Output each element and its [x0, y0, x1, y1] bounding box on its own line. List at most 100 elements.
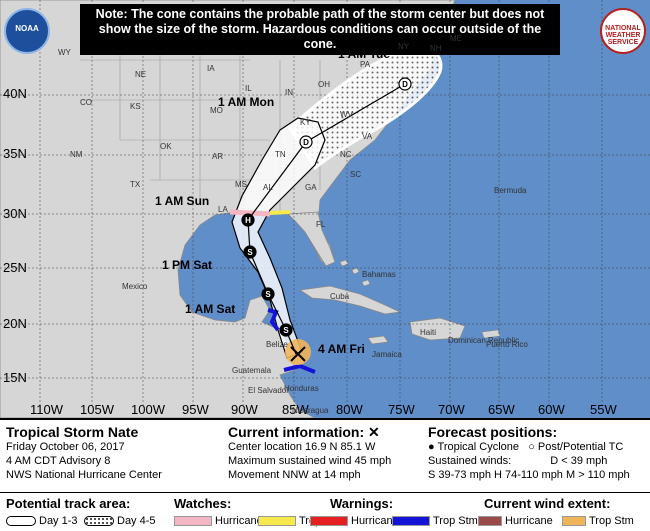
- legend-day13: Day 1-3: [6, 515, 78, 527]
- svg-text:H: H: [245, 216, 251, 225]
- lat-label: 40N: [3, 86, 27, 101]
- place-label: Bahamas: [362, 270, 396, 279]
- place-label: IA: [207, 64, 215, 73]
- place-label: Dominican Republic: [448, 336, 520, 345]
- warnings-title: Warnings:: [330, 496, 394, 511]
- bahamas-land: [339, 259, 371, 287]
- forecast-time-label: 1 PM Sat: [162, 258, 213, 272]
- place-label: ME: [450, 34, 462, 43]
- forecast-legend-markers: ● Tropical Cyclone ○ Post/Potential TC: [428, 441, 624, 453]
- place-label: MO: [210, 106, 223, 115]
- forecast-time-label: 1 AM Sat: [185, 302, 236, 316]
- hispaniola-land: [409, 317, 466, 341]
- lon-label: 65W: [488, 402, 515, 417]
- legend-day45: Day 4-5: [84, 515, 156, 527]
- tropical-cyclone-icon: ●: [428, 441, 435, 453]
- forecast-position-marker: H: [241, 213, 255, 227]
- place-label: VA: [362, 132, 373, 141]
- place-label: NH: [430, 44, 442, 53]
- legend-hurricane-watch: Hurricane: [174, 515, 263, 527]
- place-label: WV: [340, 110, 353, 119]
- lon-label: 80W: [336, 402, 363, 417]
- trop-watch-swatch: [258, 516, 296, 527]
- wind-extent-title: Current wind extent:: [484, 496, 611, 511]
- forecast-position-marker: S: [261, 287, 275, 301]
- place-label: Honduras: [284, 384, 319, 393]
- lat-label: 35N: [3, 146, 27, 161]
- hurricane-warning-swatch: [310, 516, 348, 527]
- watches-title: Watches:: [174, 496, 232, 511]
- forecast-winds-row: Sustained winds: D < 39 mph: [428, 455, 608, 467]
- place-label: AL: [263, 183, 273, 192]
- lat-label: 30N: [3, 206, 27, 221]
- storm-date: Friday October 06, 2017: [6, 441, 125, 453]
- place-label: KS: [130, 102, 141, 111]
- place-label: El Salvador: [248, 386, 289, 395]
- storm-name: Tropical Storm Nate: [6, 424, 139, 440]
- place-label: GA: [305, 183, 317, 192]
- place-label: IN: [285, 88, 293, 97]
- track-area-title: Potential track area:: [6, 496, 131, 511]
- place-label: Haiti: [420, 328, 437, 337]
- forecast-title: Forecast positions:: [428, 424, 558, 440]
- place-label: Jamaica: [372, 350, 402, 359]
- day13-swatch: [6, 516, 36, 527]
- lat-label: 20N: [3, 316, 27, 331]
- svg-text:S: S: [247, 248, 253, 257]
- legend-trop-warning: Trop Stm: [392, 515, 478, 527]
- place-label: IL: [245, 84, 252, 93]
- forecast-time-label: 4 AM Fri: [318, 342, 365, 356]
- place-label: LA: [218, 205, 228, 214]
- info-panel: Tropical Storm Nate Friday October 06, 2…: [0, 418, 650, 531]
- forecast-time-label: 1 AM Mon: [218, 95, 275, 109]
- place-label: Mexico: [122, 282, 148, 291]
- place-label: KY: [300, 118, 311, 127]
- forecast-position-marker: D: [398, 77, 412, 91]
- lon-label: 55W: [590, 402, 617, 417]
- trop-storm-warning-segment-mexico: [267, 308, 280, 332]
- svg-text:D: D: [303, 138, 309, 147]
- place-label: FL: [316, 220, 326, 229]
- place-label: CO: [80, 98, 92, 107]
- place-label: NY: [398, 42, 410, 51]
- lon-label: 90W: [231, 402, 258, 417]
- nws-logo: NATIONAL WEATHER SERVICE: [600, 8, 646, 54]
- florida-land: [287, 211, 336, 267]
- storm-marker-current: [290, 346, 306, 362]
- forecast-time-label: 1 AM Tue: [338, 47, 391, 61]
- hurricane-watch-swatch: [174, 516, 212, 527]
- svg-text:D: D: [402, 80, 408, 89]
- trop-warning-swatch: [392, 516, 430, 527]
- lon-label: 75W: [388, 402, 415, 417]
- storm-center: NWS National Hurricane Center: [6, 469, 162, 481]
- current-x-icon: ✕: [368, 424, 380, 440]
- jamaica-land: [367, 335, 389, 345]
- lon-label: 95W: [182, 402, 209, 417]
- current-info-title: Current information: ✕: [228, 424, 380, 440]
- cuba-land: [298, 285, 402, 315]
- lon-label: 105W: [80, 402, 114, 417]
- place-label: OH: [318, 80, 330, 89]
- place-label: TX: [130, 180, 141, 189]
- day45-swatch: [84, 516, 114, 527]
- legend-hurricane-extent: Hurricane: [478, 515, 553, 527]
- place-label: Belize: [266, 340, 288, 349]
- trop-storm-wind-extent: [285, 339, 311, 365]
- lat-label: 25N: [3, 260, 27, 275]
- lat-lon-grid: [0, 0, 650, 405]
- place-label: OK: [160, 142, 172, 151]
- forecast-categories: S 39-73 mph H 74-110 mph M > 110 mph: [428, 469, 630, 481]
- place-label: SC: [350, 170, 362, 179]
- post-tc-icon: ○: [528, 441, 535, 453]
- place-label: NE: [135, 70, 147, 79]
- place-label: Bermuda: [494, 186, 527, 195]
- lon-label: 60W: [538, 402, 565, 417]
- place-label: Puerto Rico: [486, 340, 528, 349]
- place-label: Guatemala: [232, 366, 272, 375]
- place-label: WY: [58, 48, 71, 57]
- lon-label: 100W: [131, 402, 165, 417]
- forecast-position-marker: S: [279, 323, 293, 337]
- place-label: Cuba: [330, 292, 350, 301]
- place-label: MS: [235, 180, 247, 189]
- lon-label: 70W: [438, 402, 465, 417]
